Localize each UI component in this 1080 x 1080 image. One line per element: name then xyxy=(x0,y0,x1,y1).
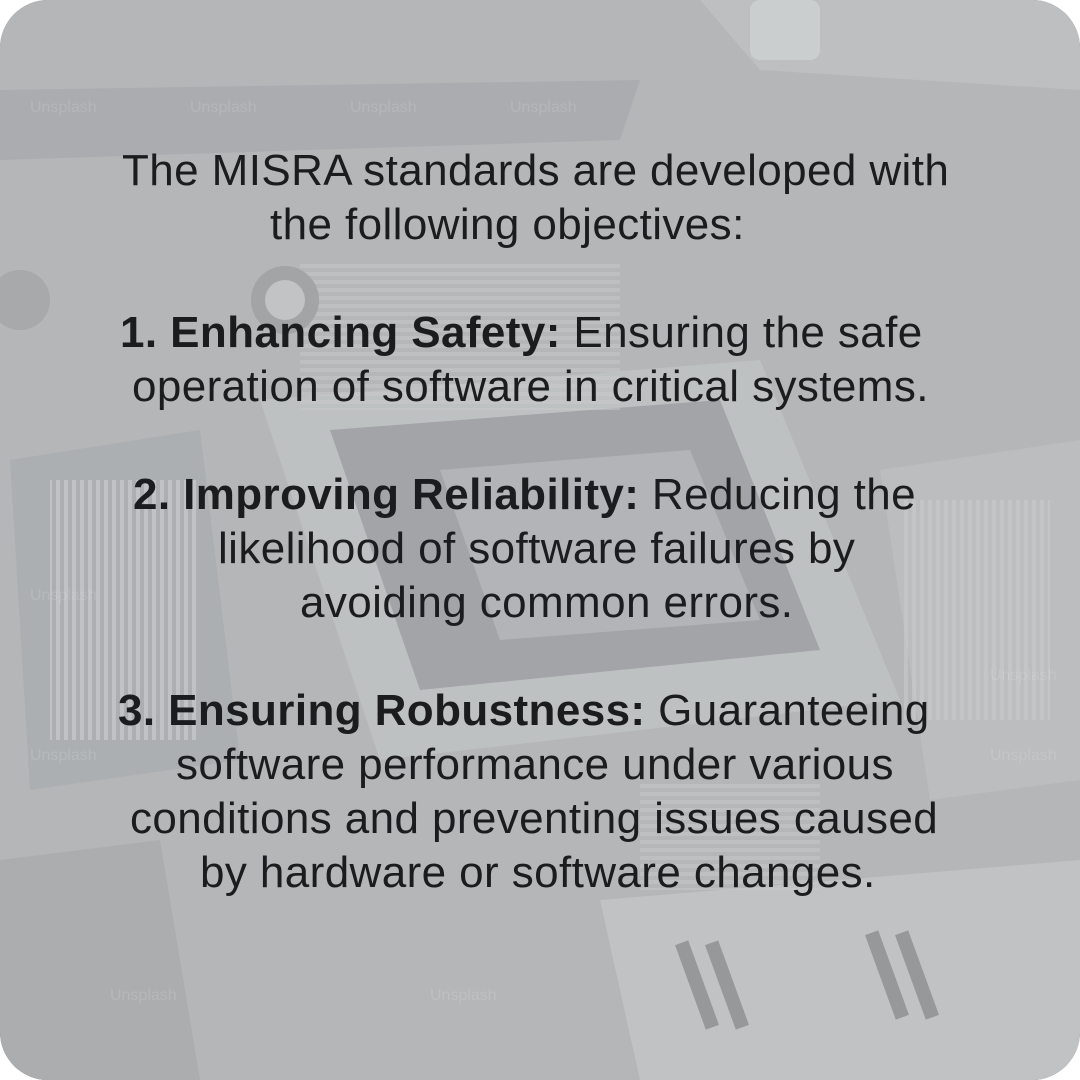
svg-text:Unsplash: Unsplash xyxy=(30,99,97,116)
intro-line-1: The MISRA standards are developed with xyxy=(122,146,950,195)
svg-text:Unsplash: Unsplash xyxy=(510,99,577,116)
objective-1-title: 1. Enhancing Safety: xyxy=(120,308,561,357)
objective-1-text-1: Ensuring the safe xyxy=(560,308,923,357)
objective-2-title: 2. Improving Reliability: xyxy=(133,470,640,519)
objective-2-text-1: Reducing the xyxy=(639,470,917,519)
svg-text:Unsplash: Unsplash xyxy=(30,587,97,604)
objective-3-line-3: conditions and preventing issues caused xyxy=(130,794,939,843)
objective-1-line-1: 1. Enhancing Safety: Ensuring the safe xyxy=(120,306,923,360)
svg-text:Unsplash: Unsplash xyxy=(110,987,177,1004)
objective-2-line-3: avoiding common errors. xyxy=(300,578,794,627)
objective-1-line-2: operation of software in critical system… xyxy=(132,362,929,411)
svg-text:Unsplash: Unsplash xyxy=(430,987,497,1004)
svg-text:Unsplash: Unsplash xyxy=(990,667,1057,684)
objective-3-line-1: 3. Ensuring Robustness: Guaranteeing xyxy=(118,684,930,738)
svg-text:Unsplash: Unsplash xyxy=(350,99,417,116)
objective-3-text-1: Guaranteeing xyxy=(645,686,930,735)
objective-3-line-4: by hardware or software changes. xyxy=(200,848,876,897)
objective-2-line-1: 2. Improving Reliability: Reducing the xyxy=(133,468,916,522)
objective-3-title: 3. Ensuring Robustness: xyxy=(118,686,646,735)
objective-2-line-2: likelihood of software failures by xyxy=(218,524,856,573)
svg-text:Unsplash: Unsplash xyxy=(190,99,257,116)
svg-text:Unsplash: Unsplash xyxy=(990,747,1057,764)
intro-line-2: the following objectives: xyxy=(270,200,745,249)
svg-text:Unsplash: Unsplash xyxy=(30,747,97,764)
objective-3-line-2: software performance under various xyxy=(176,740,894,789)
